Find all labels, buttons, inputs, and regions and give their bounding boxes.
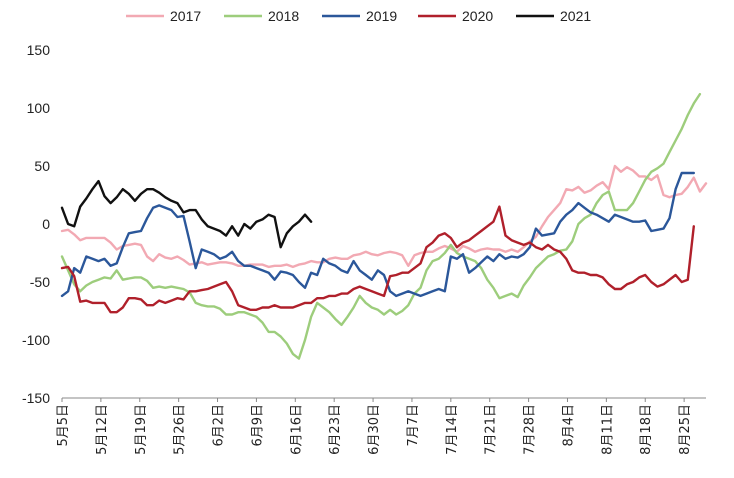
series-line-2020 [60,205,695,314]
series-line-2017 [60,164,708,269]
series-line-2021 [60,179,313,249]
x-tick-label: 8月18日 [639,404,654,455]
chart-legend: 2017 2018 2019 2020 2021 [126,8,591,24]
x-axis-ticks: 5月5日 5月12日 5月19日 5月26日 6月2日 6月9日 6月16日 6月23日 6月3… [56,398,693,455]
x-tick-label: 6月16日 [289,404,304,455]
y-axis-ticks: -150 -100 -50 0 50 100 150 [22,42,50,406]
x-tick-label: 5月12日 [95,404,110,455]
legend-label-2018: 2018 [268,8,299,24]
legend-label-2019: 2019 [366,8,397,24]
x-tick-label: 6月2日 [212,404,227,447]
legend-label-2021: 2021 [560,8,591,24]
series-lines [60,92,708,360]
x-tick-label: 8月25日 [678,404,693,455]
x-tick-label: 6月9日 [250,404,265,447]
series-line-2018 [60,92,702,360]
y-tick-label: -150 [22,390,50,406]
x-tick-label: 6月23日 [328,404,343,455]
x-tick-label: 5月26日 [173,404,188,455]
x-tick-label: 8月4日 [561,404,576,447]
legend-label-2020: 2020 [462,8,493,24]
y-tick-label: 100 [27,100,51,116]
y-tick-label: 0 [42,216,50,232]
x-tick-label: 7月21日 [484,404,499,455]
x-tick-label: 6月30日 [367,404,382,455]
y-tick-label: 150 [27,42,51,58]
y-tick-label: -50 [30,274,50,290]
x-tick-label: 8月11日 [600,404,615,455]
legend-label-2017: 2017 [170,8,201,24]
x-tick-label: 5月19日 [134,404,149,455]
x-tick-label: 7月7日 [406,404,421,447]
x-tick-label: 5月5日 [56,404,71,447]
y-tick-label: -100 [22,332,50,348]
y-tick-label: 50 [34,158,50,174]
series-line-2019 [60,171,695,298]
x-tick-label: 7月28日 [523,404,538,455]
x-tick-label: 7月14日 [445,404,460,455]
